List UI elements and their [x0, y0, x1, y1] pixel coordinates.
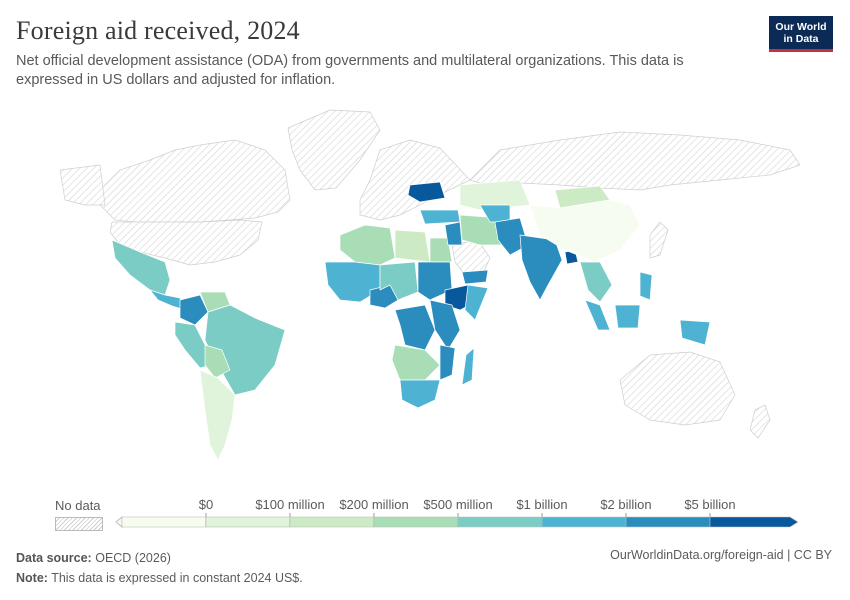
chad-niger[interactable] — [379, 261, 419, 301]
legend-bin-label: $1 billion — [516, 497, 567, 512]
logo-line-1: Our World — [775, 21, 827, 33]
legend-bin-swatch — [121, 516, 207, 528]
syria-jordan[interactable] — [444, 221, 463, 246]
world-map[interactable] — [0, 95, 850, 475]
legend-bin-label: $100 million — [255, 497, 324, 512]
indonesia-sumatra[interactable] — [584, 299, 611, 331]
legend-bin-swatch — [205, 516, 291, 528]
legend-bin-swatch — [373, 516, 459, 528]
somalia[interactable] — [464, 284, 489, 321]
yemen[interactable] — [461, 269, 489, 285]
papua[interactable] — [679, 319, 711, 346]
alaska[interactable] — [59, 164, 106, 206]
legend-bin-top — [709, 516, 799, 528]
legend-bin-swatch — [625, 516, 711, 528]
east-africa[interactable] — [429, 299, 461, 351]
russia[interactable] — [469, 131, 801, 191]
south-africa[interactable] — [399, 379, 441, 409]
madagascar[interactable] — [461, 347, 475, 386]
bolivia[interactable] — [204, 344, 231, 379]
source-value[interactable]: OECD (2026) — [95, 551, 171, 565]
mozambique[interactable] — [439, 344, 456, 381]
logo-line-2: in Data — [783, 33, 819, 45]
morocco-algeria[interactable] — [339, 224, 396, 266]
legend-no-data-swatch — [55, 517, 103, 531]
footer-left: Data source: OECD (2026) Note: This data… — [16, 548, 303, 588]
legend-no-data: No data — [55, 498, 103, 531]
egypt[interactable] — [429, 237, 453, 263]
turkey[interactable] — [419, 209, 461, 225]
legend-no-data-label: No data — [55, 498, 101, 513]
australia[interactable] — [619, 351, 736, 426]
legend-bin-swatch — [289, 516, 375, 528]
argentina-chile[interactable] — [199, 369, 236, 461]
legend-bin-swatch — [541, 516, 627, 528]
chart-title: Foreign aid received, 2024 — [16, 16, 300, 45]
angola-zambia[interactable] — [391, 344, 441, 381]
sudan[interactable] — [417, 261, 453, 301]
afghanistan-pakistan[interactable] — [494, 217, 529, 256]
legend-bin-label: $5 billion — [684, 497, 735, 512]
legend-bin-label: $200 million — [339, 497, 408, 512]
drc[interactable] — [394, 304, 436, 351]
canada[interactable] — [99, 139, 291, 223]
owid-logo[interactable]: Our World in Data — [769, 16, 833, 52]
footer-url[interactable]: OurWorldinData.org/foreign-aid | CC BY — [610, 548, 832, 562]
legend-arrow-start — [115, 515, 123, 529]
note-value: This data is expressed in constant 2024 … — [51, 571, 303, 585]
southeast-asia[interactable] — [579, 261, 613, 303]
note-label: Note: — [16, 571, 48, 585]
legend-bin-label: $2 billion — [600, 497, 651, 512]
ukraine[interactable] — [407, 181, 446, 203]
colombia[interactable] — [179, 294, 209, 326]
legend-color-scale: $0 $100 million $200 million $500 million $1… — [115, 497, 799, 529]
philippines[interactable] — [639, 271, 653, 301]
legend-bin-swatch — [457, 516, 543, 528]
chart-subtitle: Net official development assistance (ODA… — [16, 53, 684, 88]
legend-bin-label: $500 million — [423, 497, 492, 512]
greenland[interactable] — [287, 109, 381, 191]
japan[interactable] — [649, 221, 669, 259]
china[interactable] — [529, 199, 641, 263]
europe[interactable] — [359, 139, 471, 221]
legend-bin-label: $0 — [199, 497, 213, 512]
libya[interactable] — [394, 229, 431, 263]
indonesia-borneo[interactable] — [614, 304, 641, 329]
source-label: Data source: — [16, 551, 92, 565]
new-zealand[interactable] — [749, 404, 771, 439]
